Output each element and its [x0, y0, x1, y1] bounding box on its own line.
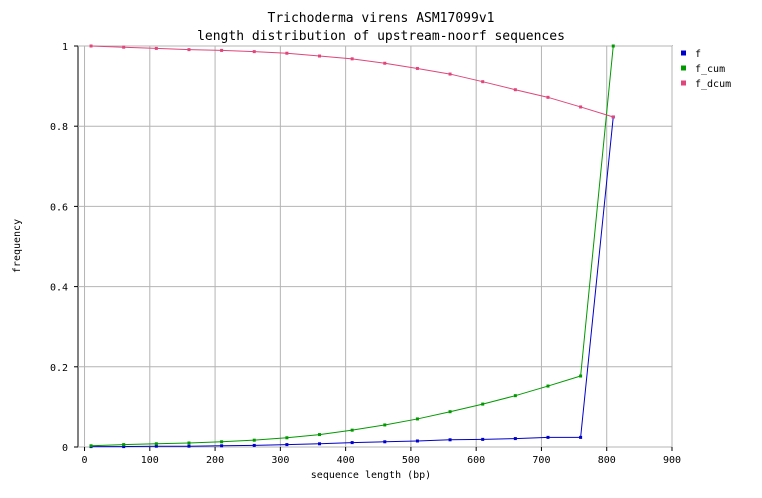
- chart-subtitle: length distribution of upstream-noorf se…: [197, 29, 565, 44]
- data-point: [122, 45, 126, 49]
- y-tick-label: 0.8: [50, 122, 68, 133]
- data-point: [154, 444, 158, 448]
- x-tick-label: 200: [206, 455, 224, 466]
- ticks: 0 100 200 300 400 500 600 700 800 900 0 0.2 0.4 0.6 0.…: [50, 42, 681, 466]
- y-tick-label: 0.4: [50, 283, 68, 294]
- data-point: [415, 66, 419, 70]
- data-point: [513, 88, 517, 92]
- data-point: [383, 61, 387, 65]
- data-point: [154, 442, 158, 446]
- legend-item: f: [681, 49, 701, 60]
- y-tick-label: 0: [62, 443, 68, 454]
- data-point: [220, 444, 224, 448]
- y-tick-label: 1: [62, 42, 68, 53]
- data-point: [285, 436, 289, 440]
- data-point: [448, 410, 452, 414]
- data-point: [579, 374, 583, 378]
- data-point: [187, 444, 191, 448]
- data-point: [546, 435, 550, 439]
- y-tick-label: 0.6: [50, 202, 68, 213]
- data-point: [220, 48, 224, 52]
- data-point: [611, 115, 615, 119]
- y-tick-label: 0.2: [50, 363, 68, 374]
- legend-marker: [681, 50, 686, 56]
- legend-marker: [681, 80, 686, 86]
- data-point: [611, 44, 615, 48]
- data-point: [252, 443, 256, 447]
- data-point: [187, 48, 191, 52]
- x-tick-label: 100: [141, 455, 159, 466]
- data-point: [318, 54, 322, 58]
- data-point: [546, 95, 550, 99]
- legend-label: f_dcum: [695, 79, 731, 90]
- series-f-dcum: [89, 44, 615, 119]
- data-point: [285, 51, 289, 55]
- data-point: [513, 437, 517, 441]
- x-tick-label: 600: [467, 455, 485, 466]
- data-point: [383, 440, 387, 444]
- data-point: [415, 417, 419, 421]
- legend-marker: [681, 65, 686, 71]
- data-point: [89, 444, 93, 448]
- plot-area: [77, 45, 673, 448]
- chart-title: Trichoderma virens ASM17099v1: [268, 11, 495, 26]
- legend-item: f_cum: [681, 64, 725, 75]
- data-point: [579, 435, 583, 439]
- data-point: [318, 433, 322, 437]
- data-point: [318, 442, 322, 446]
- data-point: [252, 50, 256, 54]
- data-point: [415, 439, 419, 443]
- x-tick-label: 700: [532, 455, 550, 466]
- x-tick-label: 0: [82, 455, 88, 466]
- data-point: [89, 44, 93, 48]
- x-tick-label: 400: [337, 455, 355, 466]
- legend: f f_cum f_dcum: [681, 49, 731, 90]
- data-point: [448, 72, 452, 76]
- data-point: [448, 438, 452, 442]
- x-tick-label: 900: [663, 455, 681, 466]
- legend-label: f_cum: [695, 64, 725, 75]
- data-point: [481, 437, 485, 441]
- data-point: [122, 445, 126, 449]
- data-point: [481, 402, 485, 406]
- data-point: [579, 105, 583, 109]
- x-tick-label: 500: [402, 455, 420, 466]
- x-tick-label: 300: [271, 455, 289, 466]
- data-point: [285, 443, 289, 447]
- x-tick-label: 800: [598, 455, 616, 466]
- data-point: [252, 438, 256, 442]
- data-point: [350, 441, 354, 445]
- grid: [78, 45, 673, 448]
- data-point: [154, 46, 158, 50]
- data-point: [383, 423, 387, 427]
- data-point: [546, 384, 550, 388]
- series-layer: [89, 44, 615, 449]
- x-axis-label: sequence length (bp): [311, 470, 431, 481]
- data-point: [350, 428, 354, 432]
- series-f: [89, 115, 615, 449]
- data-point: [122, 443, 126, 447]
- y-axis-label: frequency: [12, 219, 23, 273]
- series-f-cum: [89, 44, 615, 448]
- data-point: [481, 80, 485, 84]
- data-point: [513, 394, 517, 398]
- legend-label: f: [695, 49, 701, 60]
- data-point: [187, 441, 191, 445]
- data-point: [220, 440, 224, 444]
- legend-item: f_dcum: [681, 79, 731, 90]
- data-point: [350, 57, 354, 61]
